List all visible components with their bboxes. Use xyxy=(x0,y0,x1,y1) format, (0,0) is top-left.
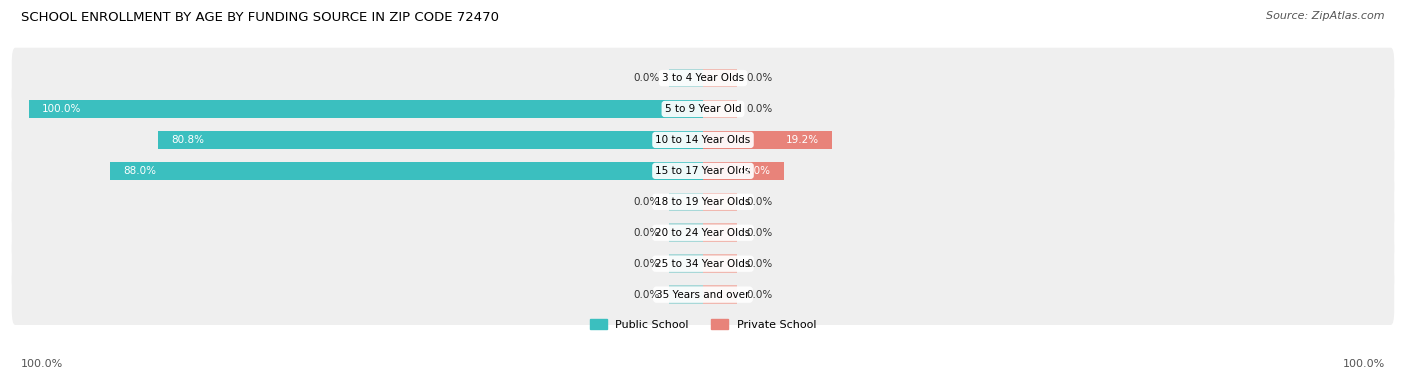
FancyBboxPatch shape xyxy=(11,264,1395,325)
Bar xyxy=(669,193,703,211)
Bar xyxy=(703,162,785,180)
Text: 0.0%: 0.0% xyxy=(747,197,773,207)
Legend: Public School, Private School: Public School, Private School xyxy=(585,314,821,334)
Text: 12.0%: 12.0% xyxy=(737,166,770,176)
Text: 3 to 4 Year Olds: 3 to 4 Year Olds xyxy=(662,73,744,83)
Bar xyxy=(110,162,703,180)
Text: 0.0%: 0.0% xyxy=(633,197,659,207)
Text: 0.0%: 0.0% xyxy=(747,259,773,269)
Text: 0.0%: 0.0% xyxy=(633,73,659,83)
Bar xyxy=(703,131,832,149)
Bar xyxy=(669,224,703,242)
FancyBboxPatch shape xyxy=(11,141,1395,201)
Text: 18 to 19 Year Olds: 18 to 19 Year Olds xyxy=(655,197,751,207)
Text: 100.0%: 100.0% xyxy=(42,104,82,114)
Text: 80.8%: 80.8% xyxy=(172,135,205,145)
Bar xyxy=(157,131,703,149)
Text: 20 to 24 Year Olds: 20 to 24 Year Olds xyxy=(655,228,751,238)
Bar xyxy=(703,285,737,304)
Text: 100.0%: 100.0% xyxy=(21,359,63,369)
Text: 25 to 34 Year Olds: 25 to 34 Year Olds xyxy=(655,259,751,269)
Bar xyxy=(703,224,737,242)
Text: 100.0%: 100.0% xyxy=(1343,359,1385,369)
Text: 5 to 9 Year Old: 5 to 9 Year Old xyxy=(665,104,741,114)
Text: 15 to 17 Year Olds: 15 to 17 Year Olds xyxy=(655,166,751,176)
Text: 0.0%: 0.0% xyxy=(633,259,659,269)
Text: 0.0%: 0.0% xyxy=(633,290,659,300)
FancyBboxPatch shape xyxy=(11,233,1395,294)
Text: 0.0%: 0.0% xyxy=(633,228,659,238)
Bar xyxy=(669,254,703,273)
Bar xyxy=(703,100,737,118)
FancyBboxPatch shape xyxy=(11,79,1395,139)
Text: 0.0%: 0.0% xyxy=(747,228,773,238)
Bar xyxy=(669,285,703,304)
Bar xyxy=(703,193,737,211)
Text: 0.0%: 0.0% xyxy=(747,290,773,300)
Text: 35 Years and over: 35 Years and over xyxy=(657,290,749,300)
Bar xyxy=(669,69,703,87)
Text: SCHOOL ENROLLMENT BY AGE BY FUNDING SOURCE IN ZIP CODE 72470: SCHOOL ENROLLMENT BY AGE BY FUNDING SOUR… xyxy=(21,11,499,24)
Text: 0.0%: 0.0% xyxy=(747,73,773,83)
Bar xyxy=(28,100,703,118)
FancyBboxPatch shape xyxy=(11,202,1395,263)
Text: 0.0%: 0.0% xyxy=(747,104,773,114)
FancyBboxPatch shape xyxy=(11,48,1395,108)
Text: 88.0%: 88.0% xyxy=(124,166,156,176)
FancyBboxPatch shape xyxy=(11,110,1395,170)
Bar xyxy=(703,254,737,273)
Text: 10 to 14 Year Olds: 10 to 14 Year Olds xyxy=(655,135,751,145)
Text: Source: ZipAtlas.com: Source: ZipAtlas.com xyxy=(1267,11,1385,21)
Text: 19.2%: 19.2% xyxy=(786,135,818,145)
FancyBboxPatch shape xyxy=(11,172,1395,232)
Bar xyxy=(703,69,737,87)
